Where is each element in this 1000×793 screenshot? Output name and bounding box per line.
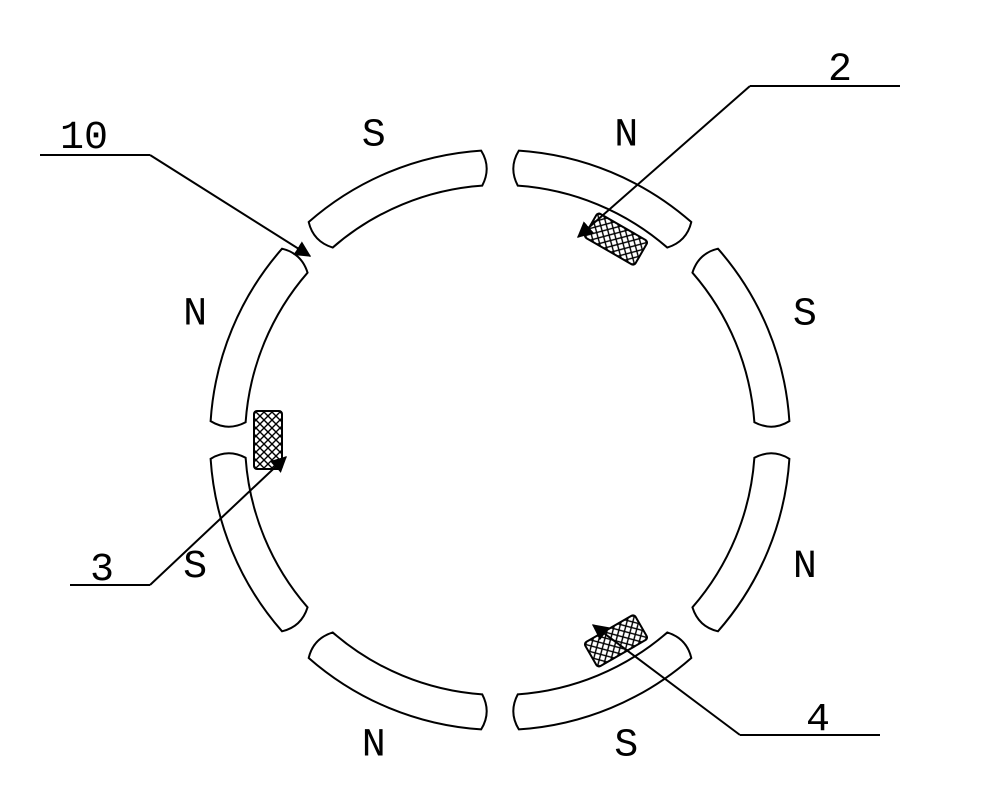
pole-label: S bbox=[614, 723, 638, 768]
diagram-canvas: NSNSNSNS23410 bbox=[0, 0, 1000, 793]
sensor-3 bbox=[254, 411, 282, 469]
ring-segment bbox=[692, 249, 789, 427]
callout-number: 2 bbox=[828, 48, 852, 93]
callout-number: 10 bbox=[60, 116, 108, 161]
ring-segment bbox=[309, 151, 487, 248]
ring-segment bbox=[309, 632, 487, 729]
callout-leader bbox=[150, 155, 310, 256]
pole-label: S bbox=[793, 292, 817, 337]
ring-segment bbox=[211, 249, 308, 427]
callout-number: 3 bbox=[90, 548, 114, 593]
pole-label: N bbox=[793, 545, 817, 590]
pole-label: N bbox=[183, 292, 207, 337]
pole-label: S bbox=[362, 114, 386, 159]
callout-number: 4 bbox=[806, 698, 830, 743]
ring-segment bbox=[211, 453, 308, 631]
pole-label: N bbox=[614, 114, 638, 159]
ring-segment bbox=[692, 453, 789, 631]
pole-label: N bbox=[362, 723, 386, 768]
